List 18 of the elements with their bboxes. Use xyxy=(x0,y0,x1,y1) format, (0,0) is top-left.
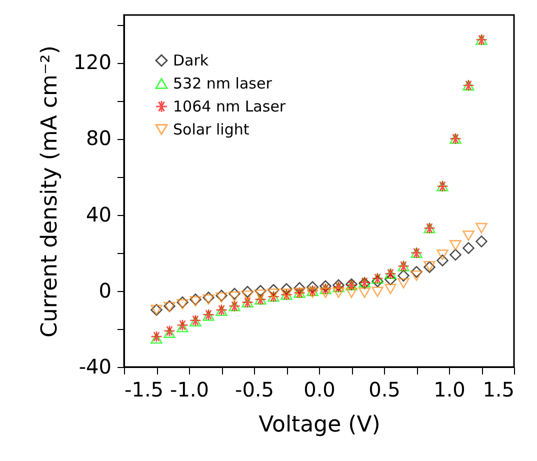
x-tick-label: -1.5 xyxy=(124,378,164,402)
y-tick-label: 0 xyxy=(98,278,112,302)
x-tick-label: -0.5 xyxy=(234,378,274,402)
text: 1.0 xyxy=(434,378,466,402)
x-tick-label: 0.5 xyxy=(368,378,400,402)
y-tick-label: -40 xyxy=(78,354,112,378)
y-tick-label: 80 xyxy=(86,126,112,150)
legend-label: Solar light xyxy=(173,120,250,138)
text: 0.0 xyxy=(304,378,336,402)
y-axis-title: Current density (mA cm⁻²) xyxy=(37,46,62,338)
x-axis-title: Voltage (V) xyxy=(258,412,380,438)
legend-label: Dark xyxy=(173,52,209,70)
y-tick-label: 120 xyxy=(73,50,112,74)
text: -1.0 xyxy=(170,378,210,402)
legend-label: 1064 nm Laser xyxy=(173,98,286,116)
x-tick-label: 1.5 xyxy=(482,378,514,402)
y-tick-label: 40 xyxy=(86,202,112,226)
legend-label: 532 nm laser xyxy=(173,74,273,92)
